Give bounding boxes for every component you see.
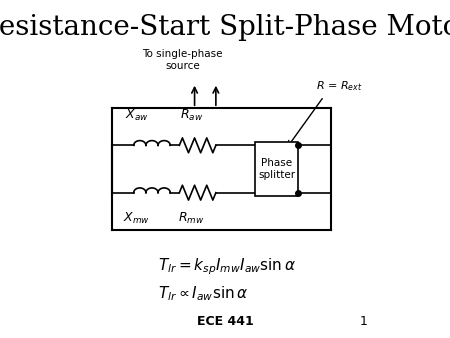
Text: $X_{aw}$: $X_{aw}$: [125, 108, 148, 123]
Text: Phase
splitter: Phase splitter: [258, 158, 295, 180]
Text: Resistance-Start Split-Phase Motor: Resistance-Start Split-Phase Motor: [0, 14, 450, 41]
Text: $X_{mw}$: $X_{mw}$: [123, 211, 150, 226]
Text: R = R$_{\mathregular{ext}}$: R = R$_{\mathregular{ext}}$: [316, 79, 363, 93]
Text: $R_{aw}$: $R_{aw}$: [180, 108, 203, 123]
Text: ECE 441: ECE 441: [197, 315, 253, 328]
Text: To single-phase
source: To single-phase source: [142, 49, 223, 71]
Text: $R_{mw}$: $R_{mw}$: [178, 211, 205, 226]
Text: $T_{lr} \propto I_{aw} \sin\alpha$: $T_{lr} \propto I_{aw} \sin\alpha$: [158, 285, 248, 304]
Text: 1: 1: [360, 315, 368, 328]
Bar: [256, 142, 298, 196]
Text: $T_{lr} = k_{sp} I_{mw} I_{aw} \sin\alpha$: $T_{lr} = k_{sp} I_{mw} I_{aw} \sin\alph…: [158, 257, 296, 277]
